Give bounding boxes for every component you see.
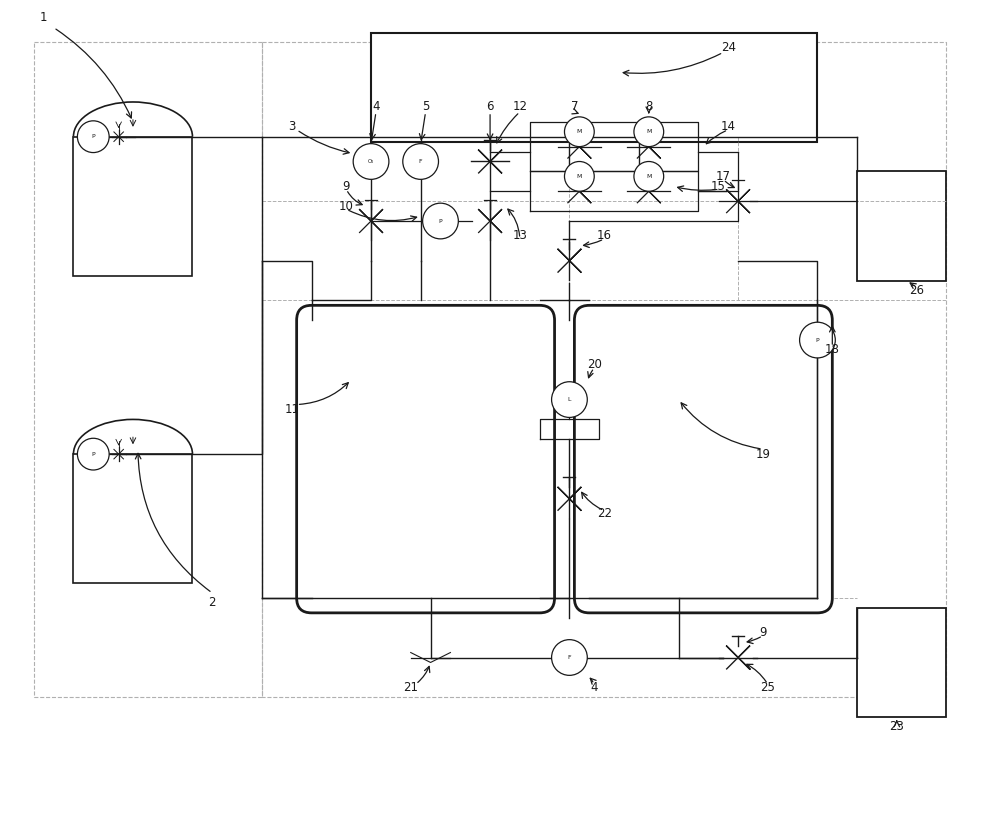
Circle shape (634, 117, 664, 147)
FancyBboxPatch shape (297, 305, 555, 613)
Text: M: M (577, 174, 582, 179)
Text: 20: 20 (587, 359, 602, 371)
Text: 21: 21 (403, 681, 418, 694)
Text: 4: 4 (590, 681, 598, 694)
Text: 7: 7 (571, 101, 578, 114)
Text: 1: 1 (40, 11, 47, 24)
Text: L: L (568, 397, 571, 402)
Text: F: F (568, 655, 571, 660)
Text: 24: 24 (721, 41, 736, 54)
Text: P: P (439, 219, 442, 224)
Text: M: M (646, 129, 651, 134)
Circle shape (564, 117, 594, 147)
Text: 17: 17 (716, 170, 731, 183)
Circle shape (77, 121, 109, 152)
FancyBboxPatch shape (857, 608, 946, 717)
Text: O₂: O₂ (368, 159, 374, 164)
Text: F: F (419, 159, 422, 164)
Text: 6: 6 (486, 101, 494, 114)
Text: 4: 4 (372, 101, 380, 114)
Text: 25: 25 (760, 681, 775, 694)
Text: 8: 8 (645, 101, 652, 114)
Text: P: P (91, 451, 95, 457)
FancyBboxPatch shape (371, 33, 817, 142)
Text: P: P (816, 337, 819, 342)
Text: M: M (577, 129, 582, 134)
Circle shape (353, 143, 389, 179)
Circle shape (403, 143, 438, 179)
Text: M: M (646, 174, 651, 179)
Text: 26: 26 (909, 284, 924, 297)
Text: 18: 18 (825, 343, 840, 356)
Text: 13: 13 (512, 229, 527, 242)
Circle shape (634, 161, 664, 192)
Text: P: P (91, 134, 95, 139)
Text: 23: 23 (889, 721, 904, 734)
Circle shape (552, 640, 587, 676)
Text: 3: 3 (288, 120, 295, 133)
Text: 15: 15 (711, 180, 726, 192)
Text: 9: 9 (342, 180, 350, 192)
Text: 10: 10 (339, 200, 354, 213)
Text: 22: 22 (597, 507, 612, 520)
Text: 11: 11 (284, 403, 299, 416)
Circle shape (800, 322, 835, 358)
FancyBboxPatch shape (73, 455, 192, 583)
Text: 5: 5 (422, 101, 429, 114)
Circle shape (564, 161, 594, 192)
Circle shape (77, 438, 109, 470)
Circle shape (423, 203, 458, 239)
Text: 2: 2 (209, 596, 216, 609)
FancyBboxPatch shape (574, 305, 832, 613)
FancyBboxPatch shape (73, 137, 192, 275)
Text: 19: 19 (755, 448, 770, 460)
Text: 9: 9 (759, 627, 767, 639)
Circle shape (552, 382, 587, 418)
Text: 16: 16 (597, 229, 612, 242)
Text: 12: 12 (512, 101, 527, 114)
Text: 14: 14 (721, 120, 736, 133)
FancyBboxPatch shape (857, 171, 946, 281)
